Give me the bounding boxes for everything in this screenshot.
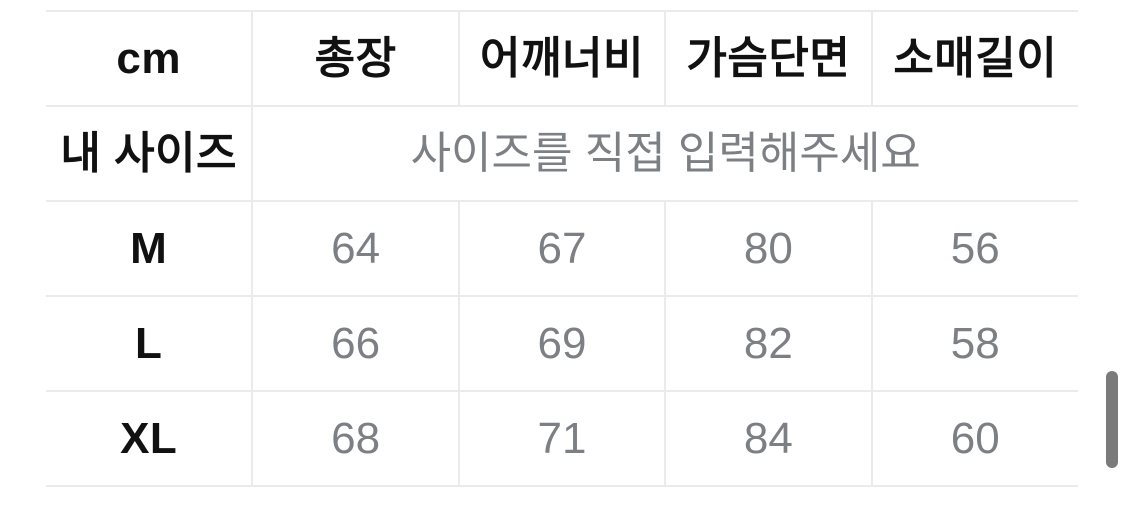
value-shoulder-width: 69 xyxy=(457,296,666,392)
value-chest-width: 80 xyxy=(664,201,872,297)
size-row-l: L 66 69 82 58 xyxy=(46,296,1078,392)
size-row-m: M 64 67 80 56 xyxy=(46,201,1078,297)
value-total-length: 64 xyxy=(251,201,459,297)
my-size-input[interactable]: 사이즈를 직접 입력해주세요 xyxy=(251,106,1078,202)
value-sleeve-length: 58 xyxy=(870,296,1078,392)
size-label-l: L xyxy=(46,296,253,392)
size-chart-header-row: cm 총장 어깨너비 가슴단면 소매길이 xyxy=(46,11,1078,107)
value-total-length: 66 xyxy=(251,296,459,392)
column-header-shoulder-width: 어깨너비 xyxy=(457,11,666,107)
size-label-m: M xyxy=(46,201,253,297)
value-sleeve-length: 60 xyxy=(870,391,1078,487)
value-shoulder-width: 71 xyxy=(457,391,666,487)
size-chart-table: cm 총장 어깨너비 가슴단면 소매길이 내 사이즈 사이즈를 직접 입력해주세… xyxy=(46,10,1078,487)
column-header-chest-width: 가슴단면 xyxy=(664,11,872,107)
vertical-scrollbar-thumb[interactable] xyxy=(1106,371,1118,468)
column-header-unit: cm xyxy=(46,11,253,107)
my-size-row: 내 사이즈 사이즈를 직접 입력해주세요 xyxy=(46,106,1078,202)
size-row-xl: XL 68 71 84 60 xyxy=(46,391,1078,487)
column-header-total-length: 총장 xyxy=(251,11,459,107)
value-sleeve-length: 56 xyxy=(870,201,1078,297)
value-total-length: 68 xyxy=(251,391,459,487)
my-size-label: 내 사이즈 xyxy=(46,106,253,202)
value-chest-width: 84 xyxy=(664,391,872,487)
value-shoulder-width: 67 xyxy=(457,201,666,297)
value-chest-width: 82 xyxy=(664,296,872,392)
size-label-xl: XL xyxy=(46,391,253,487)
column-header-sleeve-length: 소매길이 xyxy=(870,11,1078,107)
